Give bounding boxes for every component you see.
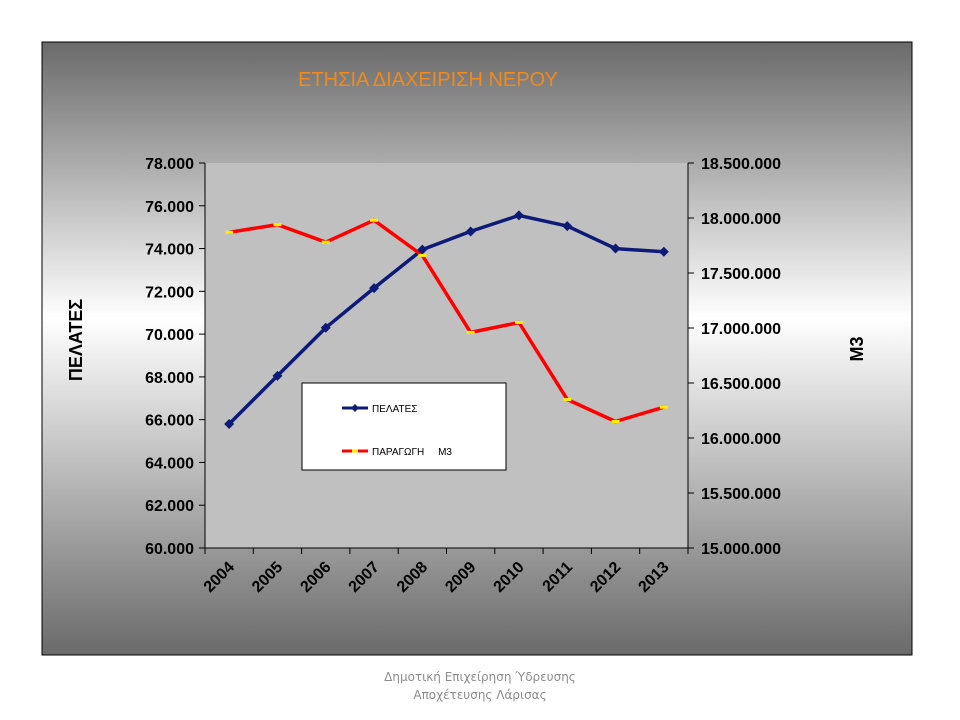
- footer-line-2: Αποχέτευσης Λάρισας: [413, 688, 547, 702]
- data-point-production: [611, 420, 620, 423]
- y-tick-label: 62.000: [145, 498, 194, 515]
- data-point-production: [418, 253, 427, 257]
- legend: ΠΕΛΑΤΕΣ ΠΑΡΑΓΩΓΗ M3: [301, 382, 507, 471]
- footer: Δημοτική Επιχείρηση Ύδρευσης Αποχέτευσης…: [0, 668, 960, 704]
- data-point-clients: [320, 322, 331, 333]
- data-point-production: [514, 321, 523, 324]
- data-point-production: [321, 240, 330, 244]
- data-point-clients: [610, 243, 621, 254]
- y2-tick-label: 18.000.000: [701, 211, 781, 228]
- data-point-production: [563, 398, 572, 401]
- legend-label-1: ΠΕΛΑΤΕΣ: [372, 404, 417, 415]
- y2-tick-label: 18.500.000: [701, 156, 781, 173]
- data-point-clients: [562, 221, 573, 232]
- series-line-2: [228, 218, 665, 424]
- plot-area: [205, 163, 688, 548]
- series-lines: [227, 213, 665, 426]
- data-point-clients: [658, 246, 669, 257]
- y-tick-label: 68.000: [145, 370, 194, 387]
- legend-label-2: ΠΑΡΑΓΩΓΗ M3: [372, 447, 452, 458]
- data-point-production: [370, 218, 379, 222]
- data-point-production: [273, 223, 282, 227]
- data-point-clients: [465, 226, 476, 237]
- y-tick-label: 60.000: [145, 541, 194, 558]
- y-tick-label: 78.000: [145, 156, 194, 173]
- data-point-clients: [369, 283, 380, 294]
- axes: 60.000 62.000 64.000 66.000 68.000 70.000 72.0…: [145, 156, 781, 596]
- legend-marker-1: [351, 404, 359, 412]
- y-axis-title: ΠΕΛΑΤΕΣ: [66, 299, 86, 382]
- y-tick-label: 70.000: [145, 327, 194, 344]
- data-point-clients: [417, 244, 428, 255]
- y2-tick-label: 15.000.000: [701, 541, 781, 558]
- data-point-production: [659, 405, 668, 409]
- y-tick-label: 64.000: [145, 455, 194, 472]
- data-point-clients: [272, 370, 283, 381]
- y2-tick-label: 17.000.000: [701, 321, 781, 338]
- y2-tick-label: 16.500.000: [701, 376, 781, 393]
- chart-title: ΕΤΗΣΙΑ ΔΙΑΧΕΙΡΙΣΗ ΝΕΡΟΥ: [298, 69, 558, 91]
- y2-tick-label: 15.500.000: [701, 486, 781, 503]
- y-tick-label: 74.000: [145, 242, 194, 259]
- data-point-clients: [513, 210, 524, 221]
- series-markers: [224, 210, 669, 429]
- series-line-1: [227, 213, 664, 426]
- data-point-clients: [224, 418, 235, 429]
- y2-axis-title: M3: [847, 336, 867, 361]
- legend-marker-2: [352, 449, 358, 453]
- footer-line-1: Δημοτική Επιχείρηση Ύδρευσης: [384, 670, 576, 684]
- y-tick-label: 66.000: [145, 413, 194, 430]
- data-point-production: [466, 330, 475, 334]
- y-tick-label: 76.000: [145, 199, 194, 216]
- y2-tick-label: 17.500.000: [701, 266, 781, 283]
- data-point-production: [225, 230, 234, 234]
- y-tick-label: 72.000: [145, 284, 194, 301]
- y2-tick-label: 16.000.000: [701, 431, 781, 448]
- legend-box: [301, 382, 507, 471]
